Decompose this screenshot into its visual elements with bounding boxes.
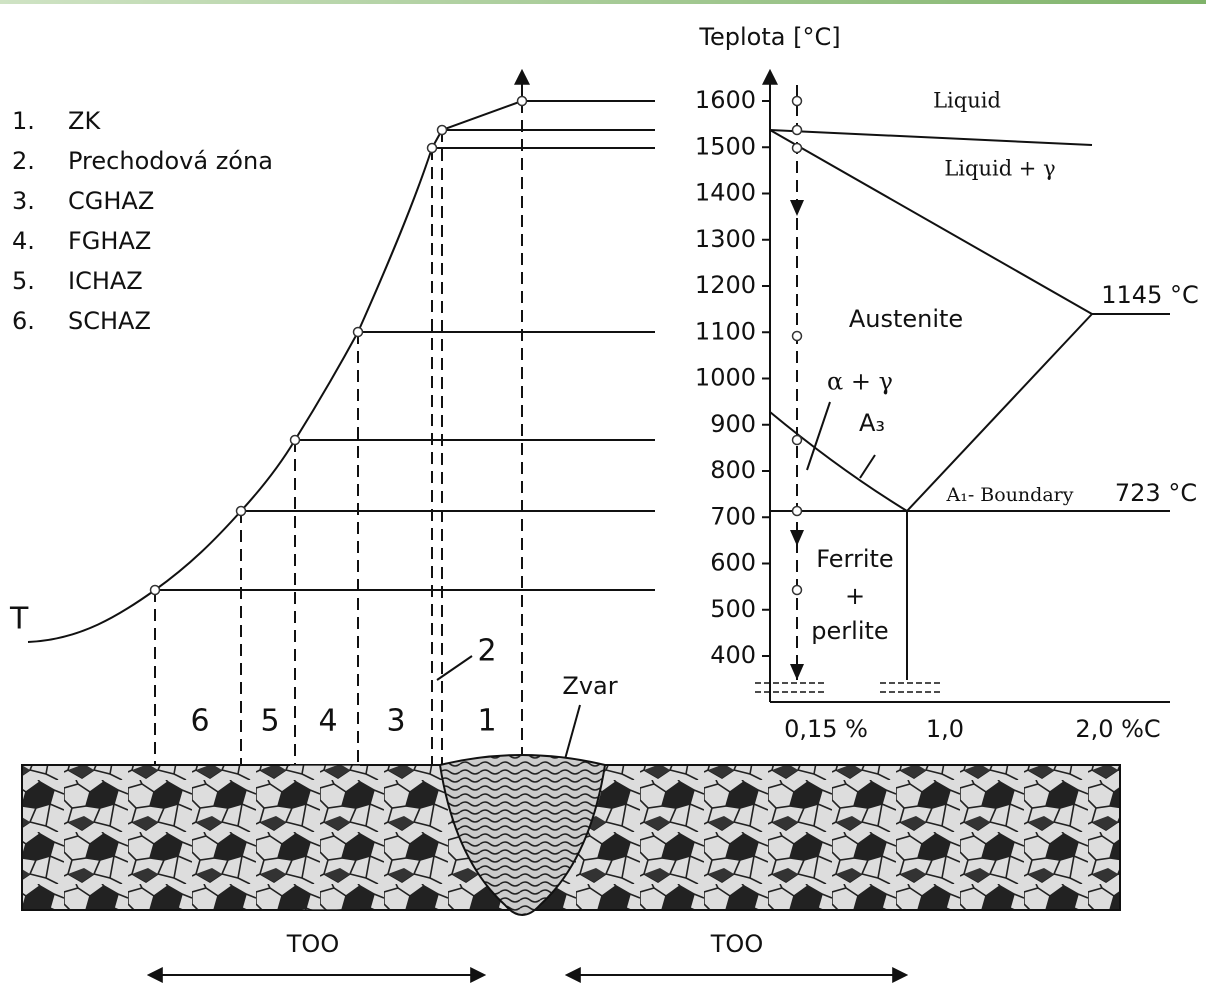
temperature-label: 1145 °C (1101, 281, 1198, 309)
legend-label: ZK (68, 107, 101, 135)
phase-label: Austenite (849, 305, 963, 333)
phase-points (790, 95, 804, 680)
phase-label: Liquid + γ (944, 157, 1055, 181)
legend: 1. ZK 2. Prechodová zóna 3. CGHAZ 4. FGHAZ 5. ICH… (12, 107, 273, 335)
x-tick-label: 0,15 % (784, 715, 868, 743)
y-tick-label: 400 (710, 641, 756, 669)
y-tick-label: 1200 (695, 271, 756, 299)
leader (436, 655, 473, 681)
weld-pool (438, 754, 607, 916)
top-bar (0, 0, 1206, 4)
legend-label: Prechodová zóna (68, 147, 273, 175)
haz-label: TOO (286, 930, 339, 958)
temperature-label: 723 °C (1115, 479, 1197, 507)
weld-label: Zvar (562, 672, 617, 700)
y-ticks: 1600 1500 1400 1300 1200 1100 1000 900 800 700 600… (695, 86, 770, 669)
legend-label: SCHAZ (68, 307, 151, 335)
zone-number: 4 (318, 704, 337, 739)
phase-label: + (845, 582, 865, 610)
phase-label: A₁- Boundary (946, 484, 1074, 506)
legend-label: FGHAZ (68, 227, 151, 255)
y-tick-label: 600 (710, 549, 756, 577)
legend-number: 4. (12, 227, 35, 255)
y-tick-label: 700 (710, 502, 756, 530)
x-tick-label: 1,0 (926, 715, 964, 743)
phase-label: Ferrite (816, 545, 893, 573)
curve-points (149, 95, 528, 596)
legend-number: 6. (12, 307, 35, 335)
y-tick-label: 500 (710, 595, 756, 623)
zone-number: 2 (477, 634, 496, 669)
axis-break (755, 682, 940, 693)
phase-label: α + γ (827, 368, 893, 396)
zone-boundaries (154, 101, 523, 765)
legend-number: 3. (12, 187, 35, 215)
phase-label: Liquid (933, 89, 1001, 113)
zone-number: 1 (477, 704, 496, 739)
legend-number: 1. (12, 107, 35, 135)
x-tick-label: 2,0 %C (1075, 715, 1160, 743)
legend-label: CGHAZ (68, 187, 154, 215)
y-tick-label: 1500 (695, 132, 756, 160)
legend-number: 5. (12, 267, 35, 295)
phase-lines (769, 129, 1170, 680)
haz-label: TOO (710, 930, 763, 958)
zone-number: 6 (190, 704, 209, 739)
y-tick-label: 1400 (695, 179, 756, 207)
curve-label: T (9, 602, 29, 637)
phase-label: perlite (811, 617, 888, 645)
y-tick-label: 1600 (695, 86, 756, 114)
zone-number: 5 (260, 704, 279, 739)
axis-title: Teplota [°C] (698, 23, 840, 51)
temperature-curve (27, 100, 523, 643)
y-tick-label: 1300 (695, 225, 756, 253)
y-tick-label: 1100 (695, 317, 756, 345)
y-tick-label: 900 (710, 410, 756, 438)
isotherms (155, 100, 655, 591)
legend-number: 2. (12, 147, 35, 175)
y-tick-label: 800 (710, 456, 756, 484)
fine-grain-zone (290, 765, 360, 910)
y-tick-label: 1000 (695, 364, 756, 392)
zone-number: 3 (386, 704, 405, 739)
legend-label: ICHAZ (68, 267, 143, 295)
phase-label: A₃ (859, 409, 885, 437)
